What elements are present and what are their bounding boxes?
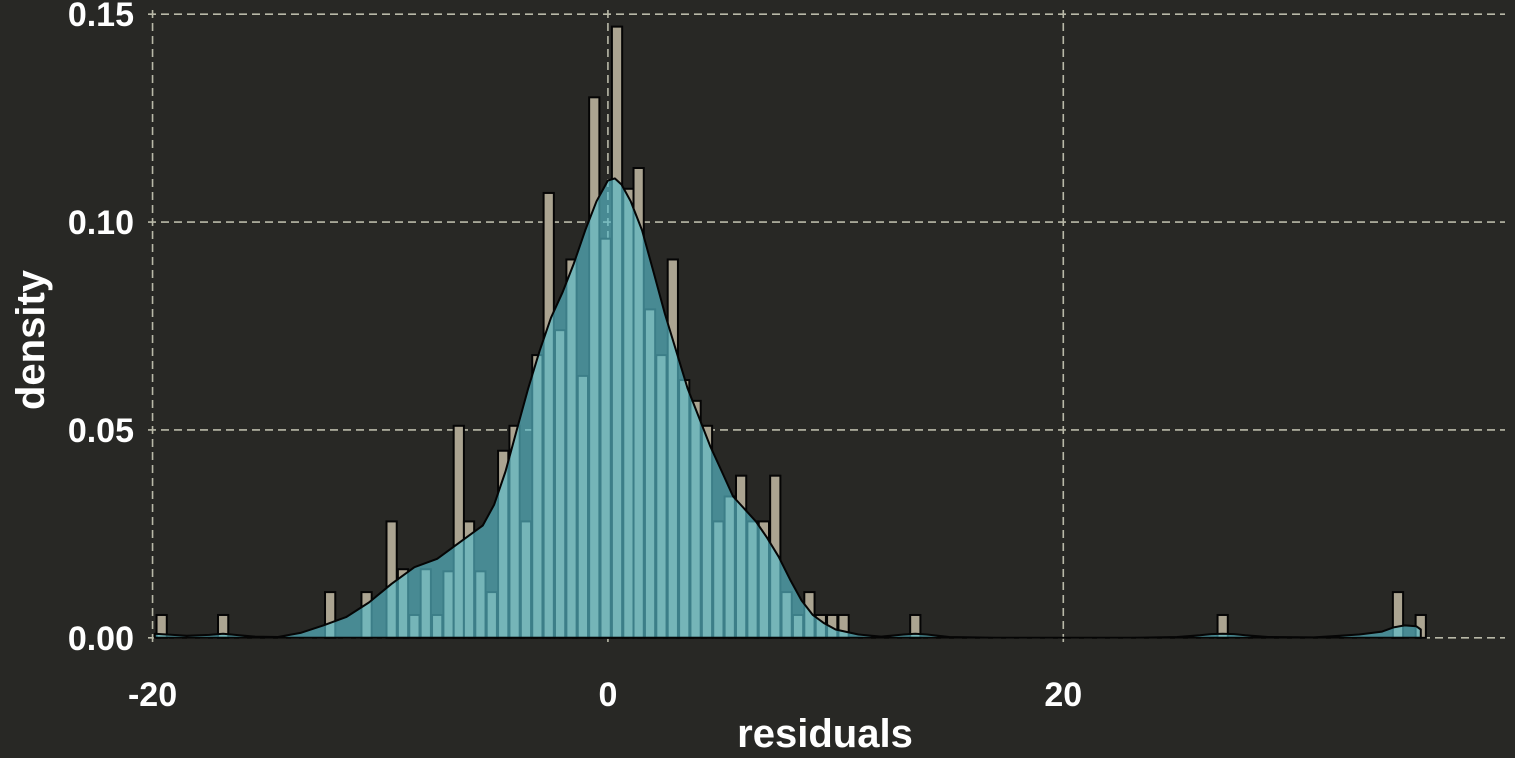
y-axis-title: density (9, 269, 53, 410)
density-curve (153, 177, 1422, 639)
y-tick-label: 0.15 (68, 0, 134, 34)
x-axis-title: residuals (737, 712, 913, 756)
density-curve-layer (153, 177, 1422, 639)
y-tick-label: 0.05 (68, 412, 134, 450)
x-tick-label: 20 (1044, 676, 1082, 714)
x-tick-label: -20 (128, 676, 177, 714)
x-tick-label: 0 (598, 676, 617, 714)
y-tick-label: 0.00 (68, 620, 134, 658)
y-tick-label: 0.10 (68, 204, 134, 242)
tick-labels: -20 0 20 0.00 0.05 0.10 0.15 (68, 0, 1082, 714)
